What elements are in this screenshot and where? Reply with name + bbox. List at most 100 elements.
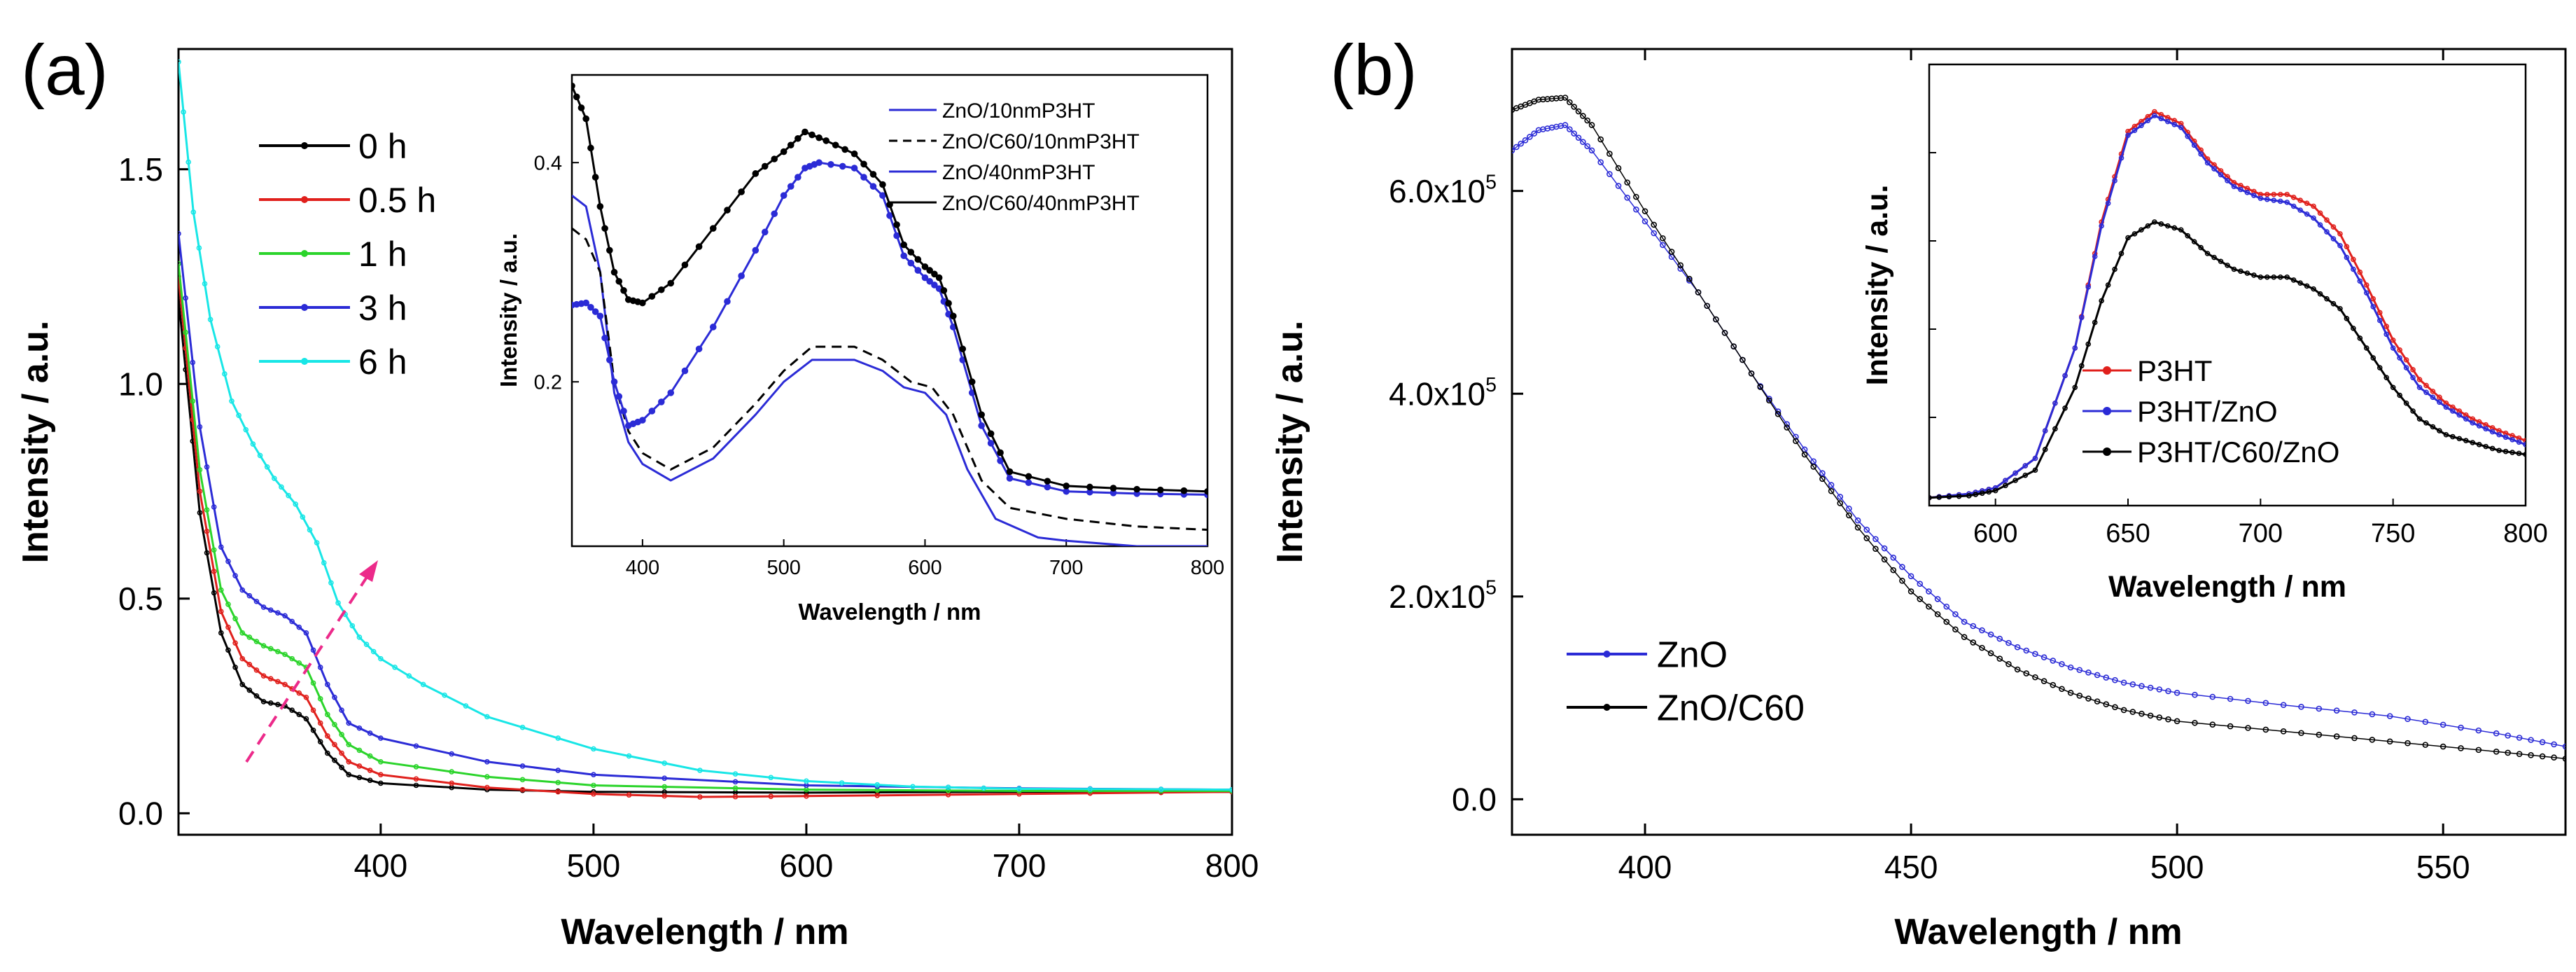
pb-inset-data-point xyxy=(2231,183,2237,190)
pb-main-data-point xyxy=(1757,384,1764,390)
pa-inset-data-point xyxy=(822,137,830,144)
pb-inset-data-point xyxy=(2463,438,2469,443)
pa-main-data-point xyxy=(246,592,253,599)
pb-inset-data-point xyxy=(2370,296,2376,302)
pb-inset-data-point xyxy=(2483,426,2488,432)
pa-inset-x-tick-label: 700 xyxy=(1049,557,1083,579)
pa-inset-data-point xyxy=(724,207,731,214)
pb-main-y-tick-label: 6.0x105 xyxy=(1389,171,1497,209)
pa-main-legend-marker xyxy=(301,304,308,311)
pa-inset-data-point xyxy=(695,345,703,353)
pb-main-data-point xyxy=(1633,206,1639,213)
pa-main-data-point xyxy=(239,681,246,688)
pa-inset-x-tick-label: 800 xyxy=(1191,557,1224,579)
pb-main-data-point xyxy=(1606,171,1613,177)
panel-b-inset-chart: 600 650 700 750 800 Wavelength / nm Intensit… xyxy=(1861,63,2548,604)
pb-inset-x-tick-label: 750 xyxy=(2371,519,2415,548)
pb-inset-series-line xyxy=(1929,221,2526,499)
pa-inset-data-point xyxy=(959,345,967,353)
pa-main-data-point xyxy=(356,747,363,754)
pb-main-data-point xyxy=(2032,651,2038,658)
pa-main-data-point xyxy=(218,609,224,614)
pb-inset-data-point xyxy=(2042,447,2048,452)
pa-main-data-point xyxy=(267,676,274,682)
pb-main-data-point xyxy=(2562,743,2566,750)
pb-inset-data-point xyxy=(2496,447,2502,454)
pa-main-y-tick-label: 1.5 xyxy=(118,151,163,188)
pb-main-data-point xyxy=(2562,756,2566,762)
pb-main-data-point xyxy=(1837,500,1844,506)
pa-main-data-point xyxy=(413,764,419,770)
pa-main-data-point xyxy=(662,775,668,782)
pa-main-data-point xyxy=(303,630,309,636)
pa-main-data-point xyxy=(275,648,281,655)
pb-main-data-point xyxy=(2404,716,2411,723)
pb-inset-data-point xyxy=(2344,316,2350,321)
pa-inset-data-point xyxy=(921,274,929,282)
pb-main-data-point xyxy=(1872,536,1879,543)
pa-main-data-point xyxy=(190,398,196,404)
pa-main-legend-item: 0 h xyxy=(259,127,407,166)
pa-inset-data-point xyxy=(752,170,760,177)
pa-main-data-point xyxy=(626,792,632,798)
pb-inset-data-point xyxy=(2351,266,2356,272)
pa-main-data-point xyxy=(732,771,738,777)
pa-inset-data-point xyxy=(667,279,675,287)
pb-main-data-point xyxy=(1996,635,2003,642)
pa-main-data-point xyxy=(370,648,377,655)
pa-main-data-point xyxy=(286,492,291,499)
pa-inset-data-point xyxy=(808,131,816,139)
pb-inset-data-point xyxy=(2211,254,2217,261)
pb-inset-data-point xyxy=(2357,278,2363,284)
pb-inset-data-point xyxy=(2271,274,2277,280)
pa-inset-data-point xyxy=(950,312,957,320)
pb-main-data-point xyxy=(1588,147,1595,154)
pb-inset-data-point xyxy=(2304,211,2310,217)
pa-main-data-point xyxy=(260,673,267,679)
pb-inset-data-point xyxy=(2443,431,2449,438)
pb-inset-data-point xyxy=(2284,200,2290,205)
pb-inset-data-point xyxy=(2357,335,2363,341)
pb-main-legend-item: ZnO/C60 xyxy=(1567,688,1805,729)
pb-main-data-point xyxy=(2245,725,2251,731)
pb-inset-data-point xyxy=(2138,123,2144,128)
pb-main-data-point xyxy=(1660,235,1666,242)
pb-main-data-point xyxy=(1584,117,1590,124)
pb-inset-data-point xyxy=(2118,155,2124,161)
pa-main-data-point xyxy=(317,696,323,702)
pb-main-data-point xyxy=(2120,707,2127,714)
pa-inset-data-point xyxy=(893,221,900,228)
pa-main-data-point xyxy=(253,599,260,604)
pb-inset-data-point xyxy=(2523,442,2526,447)
pb-inset-data-point xyxy=(2502,434,2509,440)
pa-inset-data-point xyxy=(893,232,900,239)
pb-inset-data-point xyxy=(2370,304,2376,310)
pb-inset-data-point xyxy=(2251,193,2257,198)
pa-inset-data-point xyxy=(926,267,933,274)
pb-inset-data-point xyxy=(1986,489,1991,495)
pa-main-data-point xyxy=(243,426,249,433)
pa-main-data-point xyxy=(413,782,419,789)
pa-main-x-tick-label: 800 xyxy=(1205,847,1259,884)
pa-inset-y-tick-label: 0.4 xyxy=(534,152,562,174)
pb-main-data-point xyxy=(2129,681,2136,688)
panel-b-plot-frame xyxy=(1511,48,2567,836)
pa-main-data-point xyxy=(275,702,281,707)
pb-inset-data-point xyxy=(2022,463,2029,468)
pa-inset-data-point xyxy=(1044,483,1051,491)
pa-main-x-tick-label: 600 xyxy=(780,847,834,884)
pb-inset-legend-marker xyxy=(2103,407,2111,415)
pb-inset-data-point xyxy=(2384,331,2389,338)
pa-main-data-point xyxy=(296,660,302,666)
pa-inset-data-point xyxy=(1063,482,1070,490)
pa-main-data-point xyxy=(484,774,490,780)
pb-main-data-point xyxy=(2262,700,2269,707)
pa-inset-data-point xyxy=(592,308,599,315)
pa-main-data-point xyxy=(768,793,774,800)
pa-main-data-point xyxy=(591,772,596,777)
pb-inset-data-point xyxy=(2145,223,2151,229)
pa-main-data-point xyxy=(272,475,277,481)
pb-inset-data-point xyxy=(2191,239,2197,244)
pb-main-data-point xyxy=(2227,695,2234,702)
pa-inset-data-point xyxy=(978,422,985,429)
